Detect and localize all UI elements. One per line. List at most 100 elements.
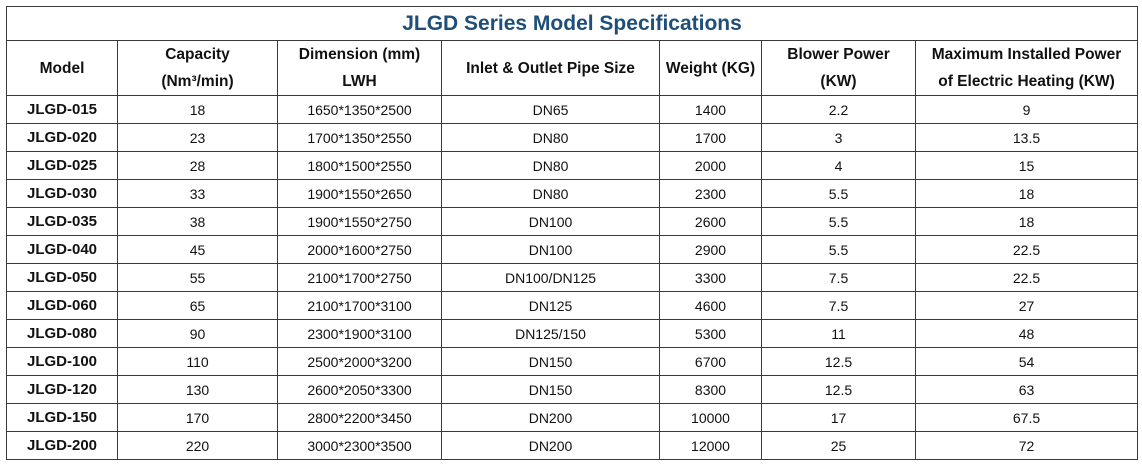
cell-capacity: 110 xyxy=(117,347,278,376)
cell-capacity: 130 xyxy=(117,375,278,404)
header-line: LWH xyxy=(342,73,377,90)
cell-model: JLGD-080 xyxy=(6,319,118,348)
cell-blower-power: 4 xyxy=(761,151,916,180)
column-header-dimension: Dimension (mm) LWH xyxy=(277,40,442,96)
table-row: JLGD-040 45 2000*1600*2750 DN100 2900 5.5 22.5 xyxy=(6,235,1139,264)
cell-weight: 2900 xyxy=(659,235,762,264)
cell-weight: 1700 xyxy=(659,123,762,152)
cell-blower-power: 12.5 xyxy=(761,347,916,376)
cell-dimension: 2100*1700*2750 xyxy=(277,263,442,292)
cell-heating-power: 9 xyxy=(914,95,1139,124)
cell-dimension: 2500*2000*3200 xyxy=(277,347,442,376)
cell-dimension: 1800*1500*2550 xyxy=(277,151,442,180)
cell-capacity: 23 xyxy=(117,123,278,152)
cell-dimension: 2800*2200*3450 xyxy=(277,403,442,432)
cell-pipe-size: DN100 xyxy=(441,207,660,236)
cell-dimension: 2300*1900*3100 xyxy=(277,319,442,348)
cell-pipe-size: DN150 xyxy=(441,375,660,404)
cell-capacity: 28 xyxy=(117,151,278,180)
table-row: JLGD-120 130 2600*2050*3300 DN150 8300 12.5 63 xyxy=(6,375,1139,404)
cell-pipe-size: DN125/150 xyxy=(441,319,660,348)
header-line: Inlet & Outlet Pipe Size xyxy=(466,59,635,77)
header-line: Capacity xyxy=(165,46,230,63)
cell-dimension: 3000*2300*3500 xyxy=(277,431,442,460)
table-title: JLGD Series Model Specifications xyxy=(5,6,1139,41)
cell-model: JLGD-050 xyxy=(6,263,118,292)
cell-capacity: 55 xyxy=(117,263,278,292)
cell-weight: 3300 xyxy=(659,263,762,292)
spec-table-container: JLGD Series Model Specifications Model Ca… xyxy=(5,6,1139,460)
cell-dimension: 1900*1550*2750 xyxy=(277,207,442,236)
spec-table: JLGD Series Model Specifications Model Ca… xyxy=(5,6,1139,460)
cell-dimension: 2000*1600*2750 xyxy=(277,235,442,264)
column-header-model: Model xyxy=(6,40,118,96)
cell-pipe-size: DN150 xyxy=(441,347,660,376)
table-row: JLGD-015 18 1650*1350*2500 DN65 1400 2.2 9 xyxy=(6,95,1139,124)
header-line: of Electric Heating (KW) xyxy=(938,73,1115,90)
column-header-capacity: Capacity (Nm³/min) xyxy=(117,40,278,96)
cell-pipe-size: DN100/DN125 xyxy=(441,263,660,292)
table-row: JLGD-150 170 2800*2200*3450 DN200 10000 17 67.… xyxy=(6,403,1139,432)
cell-capacity: 90 xyxy=(117,319,278,348)
table-row: JLGD-080 90 2300*1900*3100 DN125/150 5300 11 4… xyxy=(6,319,1139,348)
cell-pipe-size: DN80 xyxy=(441,151,660,180)
cell-heating-power: 63 xyxy=(914,375,1139,404)
header-row: Model Capacity (Nm³/min) Dimension (mm) LWH I… xyxy=(6,40,1139,96)
cell-pipe-size: DN65 xyxy=(441,95,660,124)
cell-pipe-size: DN200 xyxy=(441,403,660,432)
cell-blower-power: 17 xyxy=(761,403,916,432)
cell-model: JLGD-120 xyxy=(6,375,118,404)
header-line: (KW) xyxy=(820,73,857,90)
header-line: Model xyxy=(39,59,85,77)
cell-dimension: 1700*1350*2550 xyxy=(277,123,442,152)
cell-model: JLGD-025 xyxy=(6,151,118,180)
cell-blower-power: 5.5 xyxy=(761,207,916,236)
cell-blower-power: 12.5 xyxy=(761,375,916,404)
cell-heating-power: 27 xyxy=(914,291,1139,320)
cell-model: JLGD-030 xyxy=(6,179,118,208)
column-header-weight: Weight (KG) xyxy=(659,40,762,96)
cell-weight: 10000 xyxy=(659,403,762,432)
cell-heating-power: 18 xyxy=(914,207,1139,236)
header-line: Blower Power xyxy=(787,46,890,63)
cell-blower-power: 5.5 xyxy=(761,179,916,208)
cell-capacity: 170 xyxy=(117,403,278,432)
cell-weight: 8300 xyxy=(659,375,762,404)
header-line: Weight (KG) xyxy=(665,59,756,77)
cell-heating-power: 54 xyxy=(914,347,1139,376)
cell-blower-power: 2.2 xyxy=(761,95,916,124)
cell-pipe-size: DN80 xyxy=(441,179,660,208)
table-row: JLGD-025 28 1800*1500*2550 DN80 2000 4 15 xyxy=(6,151,1139,180)
cell-blower-power: 11 xyxy=(761,319,916,348)
cell-heating-power: 18 xyxy=(914,179,1139,208)
cell-blower-power: 3 xyxy=(761,123,916,152)
cell-pipe-size: DN100 xyxy=(441,235,660,264)
cell-heating-power: 72 xyxy=(914,431,1139,460)
cell-heating-power: 22.5 xyxy=(914,235,1139,264)
cell-model: JLGD-035 xyxy=(6,207,118,236)
cell-model: JLGD-100 xyxy=(6,347,118,376)
cell-dimension: 1650*1350*2500 xyxy=(277,95,442,124)
cell-heating-power: 22.5 xyxy=(914,263,1139,292)
column-header-blower-power: Blower Power (KW) xyxy=(761,40,916,96)
cell-dimension: 2600*2050*3300 xyxy=(277,375,442,404)
cell-dimension: 2100*1700*3100 xyxy=(277,291,442,320)
cell-model: JLGD-200 xyxy=(6,431,118,460)
cell-capacity: 38 xyxy=(117,207,278,236)
cell-weight: 5300 xyxy=(659,319,762,348)
cell-blower-power: 5.5 xyxy=(761,235,916,264)
cell-capacity: 33 xyxy=(117,179,278,208)
cell-model: JLGD-020 xyxy=(6,123,118,152)
column-header-pipe-size: Inlet & Outlet Pipe Size xyxy=(441,40,660,96)
cell-weight: 2000 xyxy=(659,151,762,180)
cell-capacity: 220 xyxy=(117,431,278,460)
table-row: JLGD-020 23 1700*1350*2550 DN80 1700 3 13.5 xyxy=(6,123,1139,152)
column-header-heating-power: Maximum Installed Power of Electric Heati… xyxy=(914,40,1139,96)
table-row: JLGD-060 65 2100*1700*3100 DN125 4600 7.5 27 xyxy=(6,291,1139,320)
table-row: JLGD-035 38 1900*1550*2750 DN100 2600 5.5 18 xyxy=(6,207,1139,236)
cell-capacity: 65 xyxy=(117,291,278,320)
cell-dimension: 1900*1550*2650 xyxy=(277,179,442,208)
table-row: JLGD-030 33 1900*1550*2650 DN80 2300 5.5 18 xyxy=(6,179,1139,208)
cell-weight: 6700 xyxy=(659,347,762,376)
cell-pipe-size: DN125 xyxy=(441,291,660,320)
